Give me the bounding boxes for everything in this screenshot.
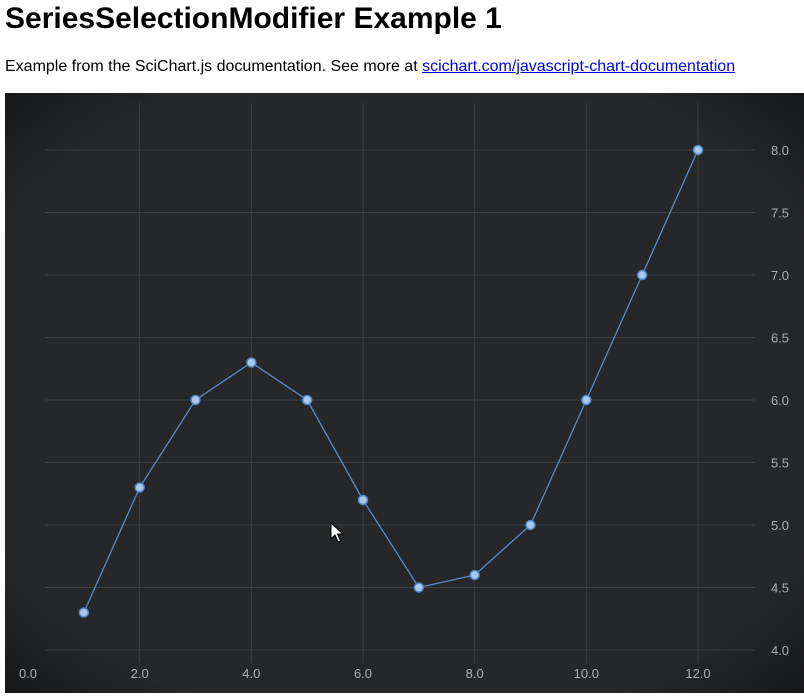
data-point[interactable] — [581, 394, 592, 406]
x-tick-label: 4.0 — [242, 666, 260, 681]
data-point[interactable] — [525, 519, 536, 531]
page-title: SeriesSelectionModifier Example 1 — [5, 2, 502, 35]
data-point[interactable] — [301, 394, 313, 406]
y-axis: 4.0 4.5 5.0 5.5 6.0 6.5 7.0 7.5 8.0 — [771, 143, 789, 658]
data-point[interactable] — [78, 607, 90, 618]
y-tick-label: 6.0 — [771, 393, 789, 408]
line-series[interactable] — [83, 149, 699, 613]
data-point[interactable] — [636, 269, 648, 281]
x-tick-label: 6.0 — [354, 666, 372, 681]
data-point[interactable] — [357, 494, 369, 506]
y-tick-label: 5.0 — [771, 518, 789, 533]
documentation-link[interactable]: scichart.com/javascript-chart-documentat… — [422, 58, 736, 75]
mouse-cursor-icon — [330, 521, 345, 543]
data-point[interactable] — [190, 394, 201, 406]
y-tick-label: 7.5 — [771, 206, 789, 221]
y-tick-label: 7.0 — [771, 268, 789, 283]
y-tick-label: 4.5 — [771, 581, 789, 596]
x-tick-label: 8.0 — [466, 666, 484, 681]
x-tick-label: 10.0 — [574, 666, 599, 681]
page-description: Example from the SciChart.js documentati… — [5, 57, 735, 77]
description-text: Example from the SciChart.js documentati… — [5, 58, 423, 75]
line-chart[interactable]: 0.0 2.0 4.0 6.0 8.0 10.0 12.0 4.0 4.5 5.0 5.5 6.0 6… — [5, 93, 804, 693]
x-tick-label: 2.0 — [131, 666, 149, 681]
y-tick-label: 4.0 — [771, 643, 789, 658]
data-point[interactable] — [134, 482, 145, 493]
scichart-surface[interactable]: 0.0 2.0 4.0 6.0 8.0 10.0 12.0 4.0 4.5 5.0 5.5 6.0 6… — [5, 93, 804, 693]
series-line[interactable] — [83, 149, 699, 613]
data-point[interactable] — [246, 357, 257, 368]
point-markers[interactable] — [78, 144, 704, 618]
data-point[interactable] — [413, 582, 425, 593]
plot-background — [5, 93, 804, 693]
data-point[interactable] — [469, 569, 480, 581]
y-tick-label: 8.0 — [771, 143, 789, 158]
x-axis: 0.0 2.0 4.0 6.0 8.0 10.0 12.0 — [19, 666, 711, 681]
data-point[interactable] — [692, 144, 704, 156]
y-tick-label: 6.5 — [771, 331, 789, 346]
x-tick-label: 12.0 — [685, 666, 710, 681]
y-tick-label: 5.5 — [771, 456, 789, 471]
grid-lines — [45, 103, 755, 663]
x-tick-label: 0.0 — [19, 666, 37, 681]
